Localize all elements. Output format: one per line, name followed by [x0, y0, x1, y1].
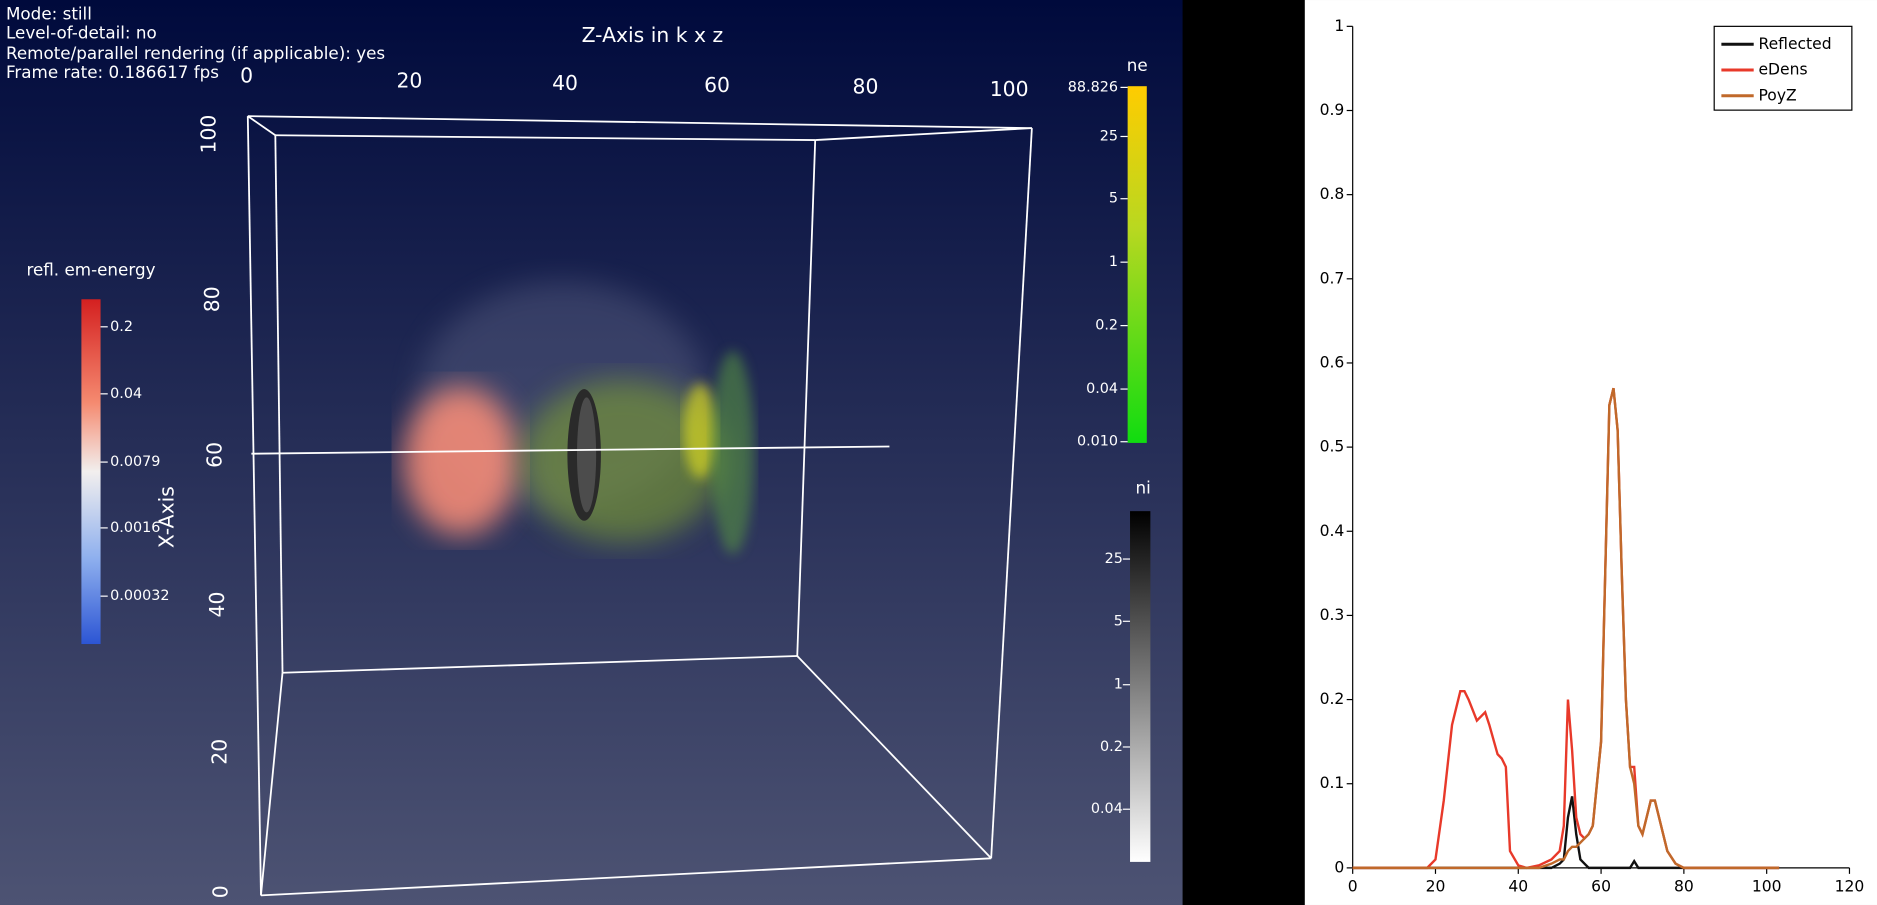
legend-label: eDens: [1758, 61, 1807, 79]
info-line: Remote/parallel rendering (if applicable…: [6, 43, 385, 63]
x-tick-label: 0: [208, 885, 232, 898]
x-tick-label: 100: [1752, 878, 1782, 896]
colorbar-title: refl. em-energy: [26, 260, 155, 280]
colorbar-label: 0.0079: [110, 454, 160, 470]
colorbar-label: 1: [1114, 677, 1123, 693]
series-line: [1352, 387, 1780, 870]
colorbar-label: 25: [1105, 551, 1123, 567]
x-axis-title: X-Axis: [155, 486, 179, 548]
colorbar-label: 25: [1100, 128, 1118, 144]
colorbar-label: 0.04: [1091, 801, 1123, 817]
legend-label: PoyZ: [1758, 86, 1796, 104]
y-tick-label: 0.5: [1320, 438, 1345, 456]
x-tick-label: 80: [200, 286, 224, 312]
colorbar-label: 0.00032: [110, 588, 169, 604]
z-tick-label: 100: [990, 77, 1029, 101]
colorbar: [1127, 86, 1147, 443]
colorbar-label: 0.2: [1100, 739, 1123, 755]
separator: [1182, 0, 1305, 905]
colorbar-label: 0.2: [1095, 318, 1118, 334]
colorbar-label: 0.2: [110, 319, 133, 335]
colorbar: [1130, 511, 1151, 862]
z-tick-label: 20: [396, 68, 422, 92]
colorbar-label: 88.826: [1068, 79, 1118, 95]
x-tick-label: 60: [202, 442, 226, 468]
y-tick-label: 0.4: [1320, 522, 1345, 540]
z-tick-label: 40: [552, 71, 578, 95]
y-tick-label: 1: [1334, 17, 1344, 35]
colorbar-label: 5: [1114, 613, 1123, 629]
y-tick-label: 0.9: [1320, 101, 1345, 119]
x-tick-label: 100: [196, 115, 220, 154]
x-tick-label: 120: [1835, 878, 1865, 896]
colorbar-label: 0.0016: [110, 520, 160, 536]
line-chart: 0 0.1 0.2 0.3 0.4 0.5 0.6 0.7 0.8 0.9 1 0 20 40 60 80 10…: [1320, 17, 1865, 896]
x-tick-label: 60: [1591, 878, 1611, 896]
y-tick-label: 0: [1334, 858, 1344, 876]
y-tick-label: 0.2: [1320, 690, 1345, 708]
colorbar-title: ni: [1136, 477, 1151, 497]
axes-box: [246, 115, 1033, 897]
colorbar-label: 1: [1109, 254, 1118, 270]
colorbar-label: 0.04: [1086, 381, 1118, 397]
z-tick-label: 0: [240, 64, 253, 88]
y-tick-label: 0.3: [1320, 606, 1345, 624]
legend-label: Reflected: [1758, 35, 1831, 53]
z-tick-label: 60: [704, 73, 730, 97]
y-tick-label: 0.8: [1320, 185, 1345, 203]
x-tick-label: 40: [205, 592, 229, 618]
colorbar-title: ne: [1127, 55, 1148, 75]
z-axis-title: Z-Axis in k x z: [582, 23, 724, 47]
z-tick-label: 80: [853, 74, 879, 98]
info-line: Mode: still: [6, 3, 92, 23]
y-tick-label: 0.7: [1320, 269, 1345, 287]
y-tick-label: 0.6: [1320, 353, 1345, 371]
colorbar-label: 5: [1109, 191, 1118, 207]
x-tick-label: 0: [1348, 878, 1358, 896]
info-line: Level-of-detail: no: [6, 23, 157, 43]
colorbar-label: 0.04: [110, 386, 142, 402]
colorbar-label: 0.010: [1077, 434, 1118, 450]
x-tick-label: 40: [1508, 878, 1528, 896]
x-tick-label: 80: [1674, 878, 1694, 896]
volume: [403, 281, 755, 555]
x-tick-label: 20: [1426, 878, 1446, 896]
colorbar: [81, 299, 101, 645]
y-tick-label: 0.1: [1320, 774, 1345, 792]
info: Mode: still Level-of-detail: no Remote/p…: [6, 3, 385, 82]
info-line: Frame rate: 0.186617 fps: [6, 62, 219, 82]
x-tick-label: 20: [207, 739, 231, 765]
chart-view[interactable]: [1304, 0, 1877, 905]
